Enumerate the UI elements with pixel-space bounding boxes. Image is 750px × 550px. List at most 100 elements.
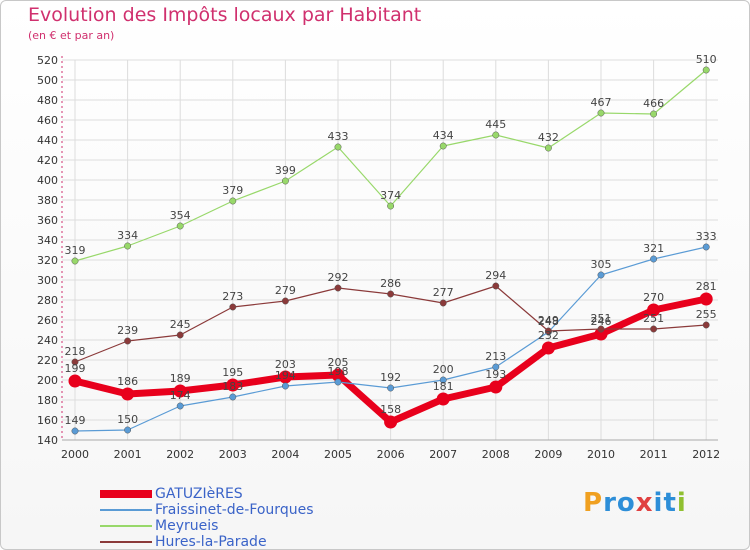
- x-tick-label: 2004: [271, 448, 299, 461]
- y-tick-label: 240: [37, 334, 58, 347]
- data-point: [71, 427, 79, 435]
- y-tick-label: 380: [37, 194, 58, 207]
- logo-letter: i: [676, 488, 687, 518]
- data-point: [594, 327, 608, 341]
- data-point: [176, 222, 184, 230]
- x-tick-label: 2011: [640, 448, 668, 461]
- legend-item: Meyrueis: [100, 518, 313, 534]
- data-label: 213: [485, 350, 506, 363]
- data-point: [229, 303, 237, 311]
- data-point: [281, 177, 289, 185]
- data-point: [71, 257, 79, 265]
- data-label: 251: [643, 312, 664, 325]
- data-point: [334, 143, 342, 151]
- data-label: 279: [275, 284, 296, 297]
- logo-letter: P: [583, 488, 604, 518]
- data-label: 248: [538, 315, 559, 328]
- data-label: 432: [538, 131, 559, 144]
- legend-swatch: [100, 525, 152, 527]
- x-tick-label: 2003: [219, 448, 247, 461]
- data-point: [278, 370, 292, 384]
- x-tick-label: 2007: [429, 448, 457, 461]
- data-point: [281, 382, 289, 390]
- x-tick-label: 2002: [166, 448, 194, 461]
- data-label: 149: [65, 414, 86, 427]
- y-tick-label: 220: [37, 354, 58, 367]
- data-label: 354: [170, 209, 191, 222]
- y-tick-label: 320: [37, 254, 58, 267]
- data-label: 510: [696, 53, 717, 66]
- y-tick-label: 520: [37, 54, 58, 67]
- y-tick-label: 500: [37, 74, 58, 87]
- data-point: [384, 415, 398, 429]
- y-tick-label: 200: [37, 374, 58, 387]
- data-label: 433: [328, 130, 349, 143]
- data-label: 319: [65, 244, 86, 257]
- data-point: [229, 197, 237, 205]
- logo-letter: i: [653, 488, 664, 518]
- y-tick-label: 280: [37, 294, 58, 307]
- x-tick-label: 2010: [587, 448, 615, 461]
- data-label: 150: [117, 413, 138, 426]
- data-point: [650, 325, 658, 333]
- data-point: [226, 378, 240, 392]
- data-point: [121, 387, 135, 401]
- data-point: [387, 290, 395, 298]
- y-tick-label: 180: [37, 394, 58, 407]
- data-label: 333: [696, 230, 717, 243]
- legend-label: Hures-la-Parade: [155, 534, 267, 550]
- legend-label: Fraissinet-de-Fourques: [155, 502, 314, 518]
- data-label: 334: [117, 229, 138, 242]
- data-label: 281: [696, 280, 717, 293]
- data-label: 181: [433, 380, 454, 393]
- x-tick-label: 2012: [692, 448, 720, 461]
- y-tick-label: 300: [37, 274, 58, 287]
- data-label: 399: [275, 164, 296, 177]
- data-point: [71, 358, 79, 366]
- legend-item: Hures-la-Parade: [100, 534, 313, 550]
- data-label: 192: [380, 371, 401, 384]
- data-label: 321: [643, 242, 664, 255]
- data-point: [702, 321, 710, 329]
- data-point: [124, 242, 132, 250]
- data-label: 158: [380, 403, 401, 416]
- data-point: [439, 299, 447, 307]
- data-point: [439, 142, 447, 150]
- data-label: 199: [65, 362, 86, 375]
- data-label: 286: [380, 277, 401, 290]
- chart-subtitle: (en € et par an): [28, 29, 115, 42]
- x-tick-label: 2006: [377, 448, 405, 461]
- data-point: [176, 402, 184, 410]
- logo-letter: t: [663, 488, 677, 518]
- y-tick-label: 440: [37, 134, 58, 147]
- legend-item: Fraissinet-de-Fourques: [100, 502, 313, 518]
- data-point: [492, 131, 500, 139]
- y-tick-label: 480: [37, 94, 58, 107]
- data-point: [492, 282, 500, 290]
- data-label: 445: [485, 118, 506, 131]
- data-label: 239: [117, 324, 138, 337]
- data-label: 255: [696, 308, 717, 321]
- data-label: 246: [591, 315, 612, 328]
- legend-swatch: [100, 490, 152, 498]
- data-point: [489, 380, 503, 394]
- data-point: [597, 109, 605, 117]
- data-point: [331, 368, 345, 382]
- data-point: [436, 392, 450, 406]
- data-label: 277: [433, 286, 454, 299]
- legend-label: GATUZIèRES: [155, 486, 243, 502]
- logo-letter: o: [616, 488, 636, 518]
- data-label: 292: [328, 271, 349, 284]
- data-label: 466: [643, 97, 664, 110]
- data-label: 305: [591, 258, 612, 271]
- x-tick-label: 2009: [534, 448, 562, 461]
- x-tick-label: 2000: [61, 448, 89, 461]
- y-tick-label: 340: [37, 234, 58, 247]
- data-label: 186: [117, 375, 138, 388]
- legend-swatch: [100, 541, 152, 543]
- data-point: [281, 297, 289, 305]
- data-point: [229, 393, 237, 401]
- chart-title: Evolution des Impôts locaux par Habitant: [28, 4, 422, 26]
- data-label: 294: [485, 269, 506, 282]
